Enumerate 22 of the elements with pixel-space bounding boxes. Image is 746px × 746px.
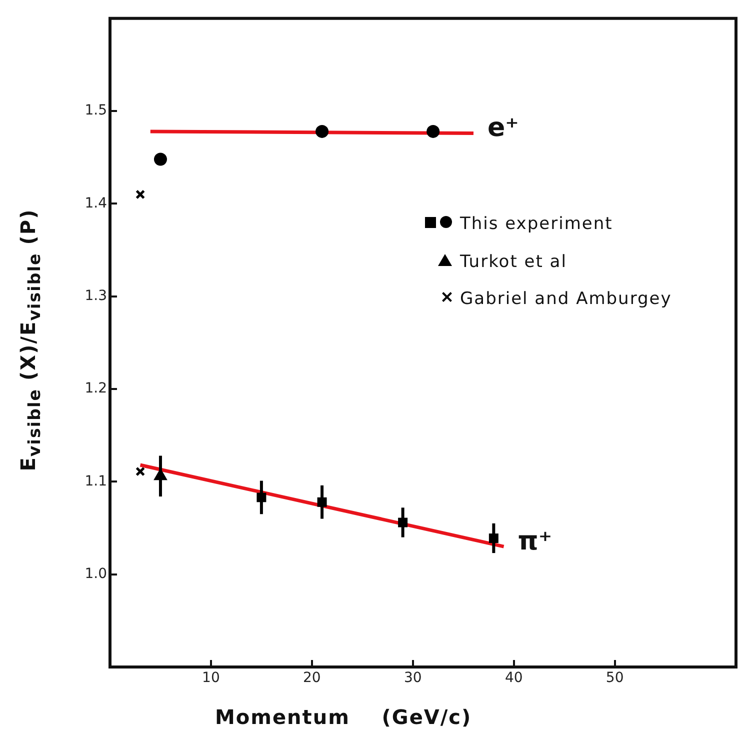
- legend-label: Gabriel and Amburgey: [460, 288, 672, 311]
- y-tick-label: 1.2: [84, 380, 107, 397]
- annotation: π⁺: [518, 526, 552, 556]
- x-tick-label: 20: [303, 670, 321, 686]
- point: [316, 124, 329, 138]
- legend-label: This experiment: [460, 213, 613, 236]
- y-tick-label: 1.3: [84, 288, 107, 304]
- x-tick-label: 10: [202, 670, 220, 686]
- x-tick-label: 40: [504, 670, 523, 686]
- point: [136, 190, 146, 200]
- point: [426, 124, 440, 138]
- y-tick-label: 1.5: [84, 102, 107, 119]
- point: [136, 466, 146, 476]
- point: [154, 152, 167, 166]
- legend-label: Turkot et al: [460, 250, 567, 274]
- x-tick-label: 30: [404, 670, 422, 686]
- y-tick-label: 1.0: [84, 566, 107, 582]
- annotation: e⁺: [487, 113, 519, 144]
- y-tick-label: 1.1: [84, 473, 107, 490]
- x-axis-title: Momentum (GeV/c): [215, 705, 472, 729]
- x-tick-label: 50: [606, 670, 624, 686]
- y-tick-label: 1.4: [84, 195, 108, 212]
